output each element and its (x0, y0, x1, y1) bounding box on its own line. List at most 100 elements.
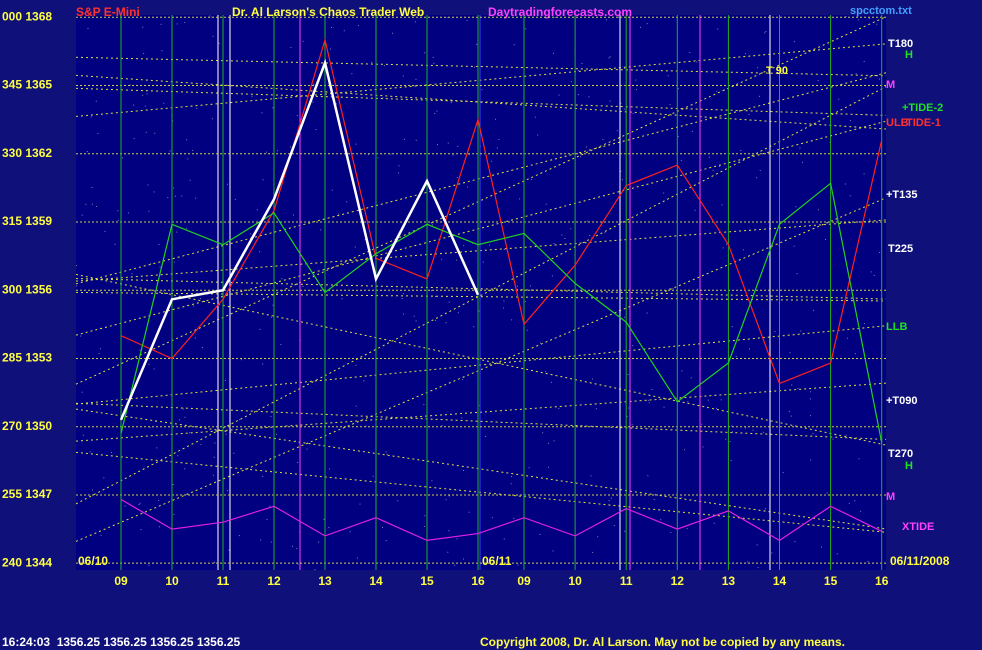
star (647, 399, 649, 401)
star (448, 495, 450, 497)
star (697, 288, 699, 290)
star (686, 528, 688, 530)
star (672, 288, 674, 290)
star (547, 466, 549, 468)
star (795, 206, 797, 208)
star (158, 526, 160, 528)
star (691, 130, 693, 132)
star (372, 475, 374, 477)
star (192, 149, 194, 151)
star (320, 229, 322, 231)
star (789, 352, 791, 354)
star (651, 389, 653, 391)
copyright: Copyright 2008, Dr. Al Larson. May not b… (480, 635, 845, 649)
star (382, 97, 384, 99)
star (496, 147, 498, 149)
star (148, 210, 150, 212)
star (363, 380, 365, 382)
star (233, 452, 235, 454)
star (195, 197, 197, 199)
star (133, 104, 135, 106)
star (270, 541, 272, 543)
star (314, 569, 316, 571)
star (689, 52, 691, 54)
star (466, 20, 468, 22)
star (433, 62, 435, 64)
star (624, 530, 626, 532)
star (163, 102, 165, 104)
star (172, 484, 174, 486)
date-label: 06/10 (78, 554, 108, 568)
star (558, 94, 560, 96)
star (364, 239, 366, 241)
star (606, 19, 608, 21)
star (553, 440, 555, 442)
star (266, 151, 268, 153)
star (448, 530, 450, 532)
star (863, 61, 865, 63)
star (602, 138, 604, 140)
star (519, 198, 521, 200)
star (765, 31, 767, 33)
star (454, 564, 456, 566)
star (323, 518, 325, 520)
star (855, 73, 857, 75)
star (517, 285, 519, 287)
star (860, 510, 862, 512)
star (292, 545, 294, 547)
x-tick-label: 13 (318, 574, 332, 588)
star (473, 326, 475, 328)
star (138, 503, 140, 505)
star (719, 166, 721, 168)
star (800, 330, 802, 332)
star (148, 564, 150, 566)
star (184, 22, 186, 24)
star (723, 89, 725, 91)
star (581, 62, 583, 64)
star (445, 322, 447, 324)
star (801, 161, 803, 163)
star (597, 536, 599, 538)
star (708, 156, 710, 158)
star (858, 458, 860, 460)
star (315, 129, 317, 131)
annotation: ULB (886, 117, 909, 129)
star (756, 544, 758, 546)
star (341, 298, 343, 300)
star (211, 118, 213, 120)
star (359, 503, 361, 505)
star (488, 244, 490, 246)
star (139, 349, 141, 351)
star (276, 150, 278, 152)
series-line (120, 182, 883, 443)
star (227, 489, 229, 491)
star (360, 209, 362, 211)
star (592, 551, 594, 553)
star (838, 98, 840, 100)
star (647, 475, 649, 477)
annotation: TIDE-1 (906, 117, 941, 129)
x-tick-label: 16 (471, 574, 485, 588)
star (434, 319, 436, 321)
star (463, 470, 465, 472)
star (817, 80, 819, 82)
star (591, 378, 593, 380)
star (124, 505, 126, 507)
star (730, 460, 732, 462)
star (721, 204, 723, 206)
y-tick-label: 240 1344 (2, 555, 52, 569)
star (330, 48, 332, 50)
star (103, 477, 105, 479)
star (153, 368, 155, 370)
star (863, 322, 865, 324)
y-tick-label: 255 1347 (2, 487, 52, 501)
star (256, 209, 258, 211)
star (172, 120, 174, 122)
star (302, 40, 304, 42)
star (570, 228, 572, 230)
star (434, 113, 436, 115)
annotation: T 90 (766, 65, 788, 77)
star (186, 227, 188, 229)
star (385, 451, 387, 453)
